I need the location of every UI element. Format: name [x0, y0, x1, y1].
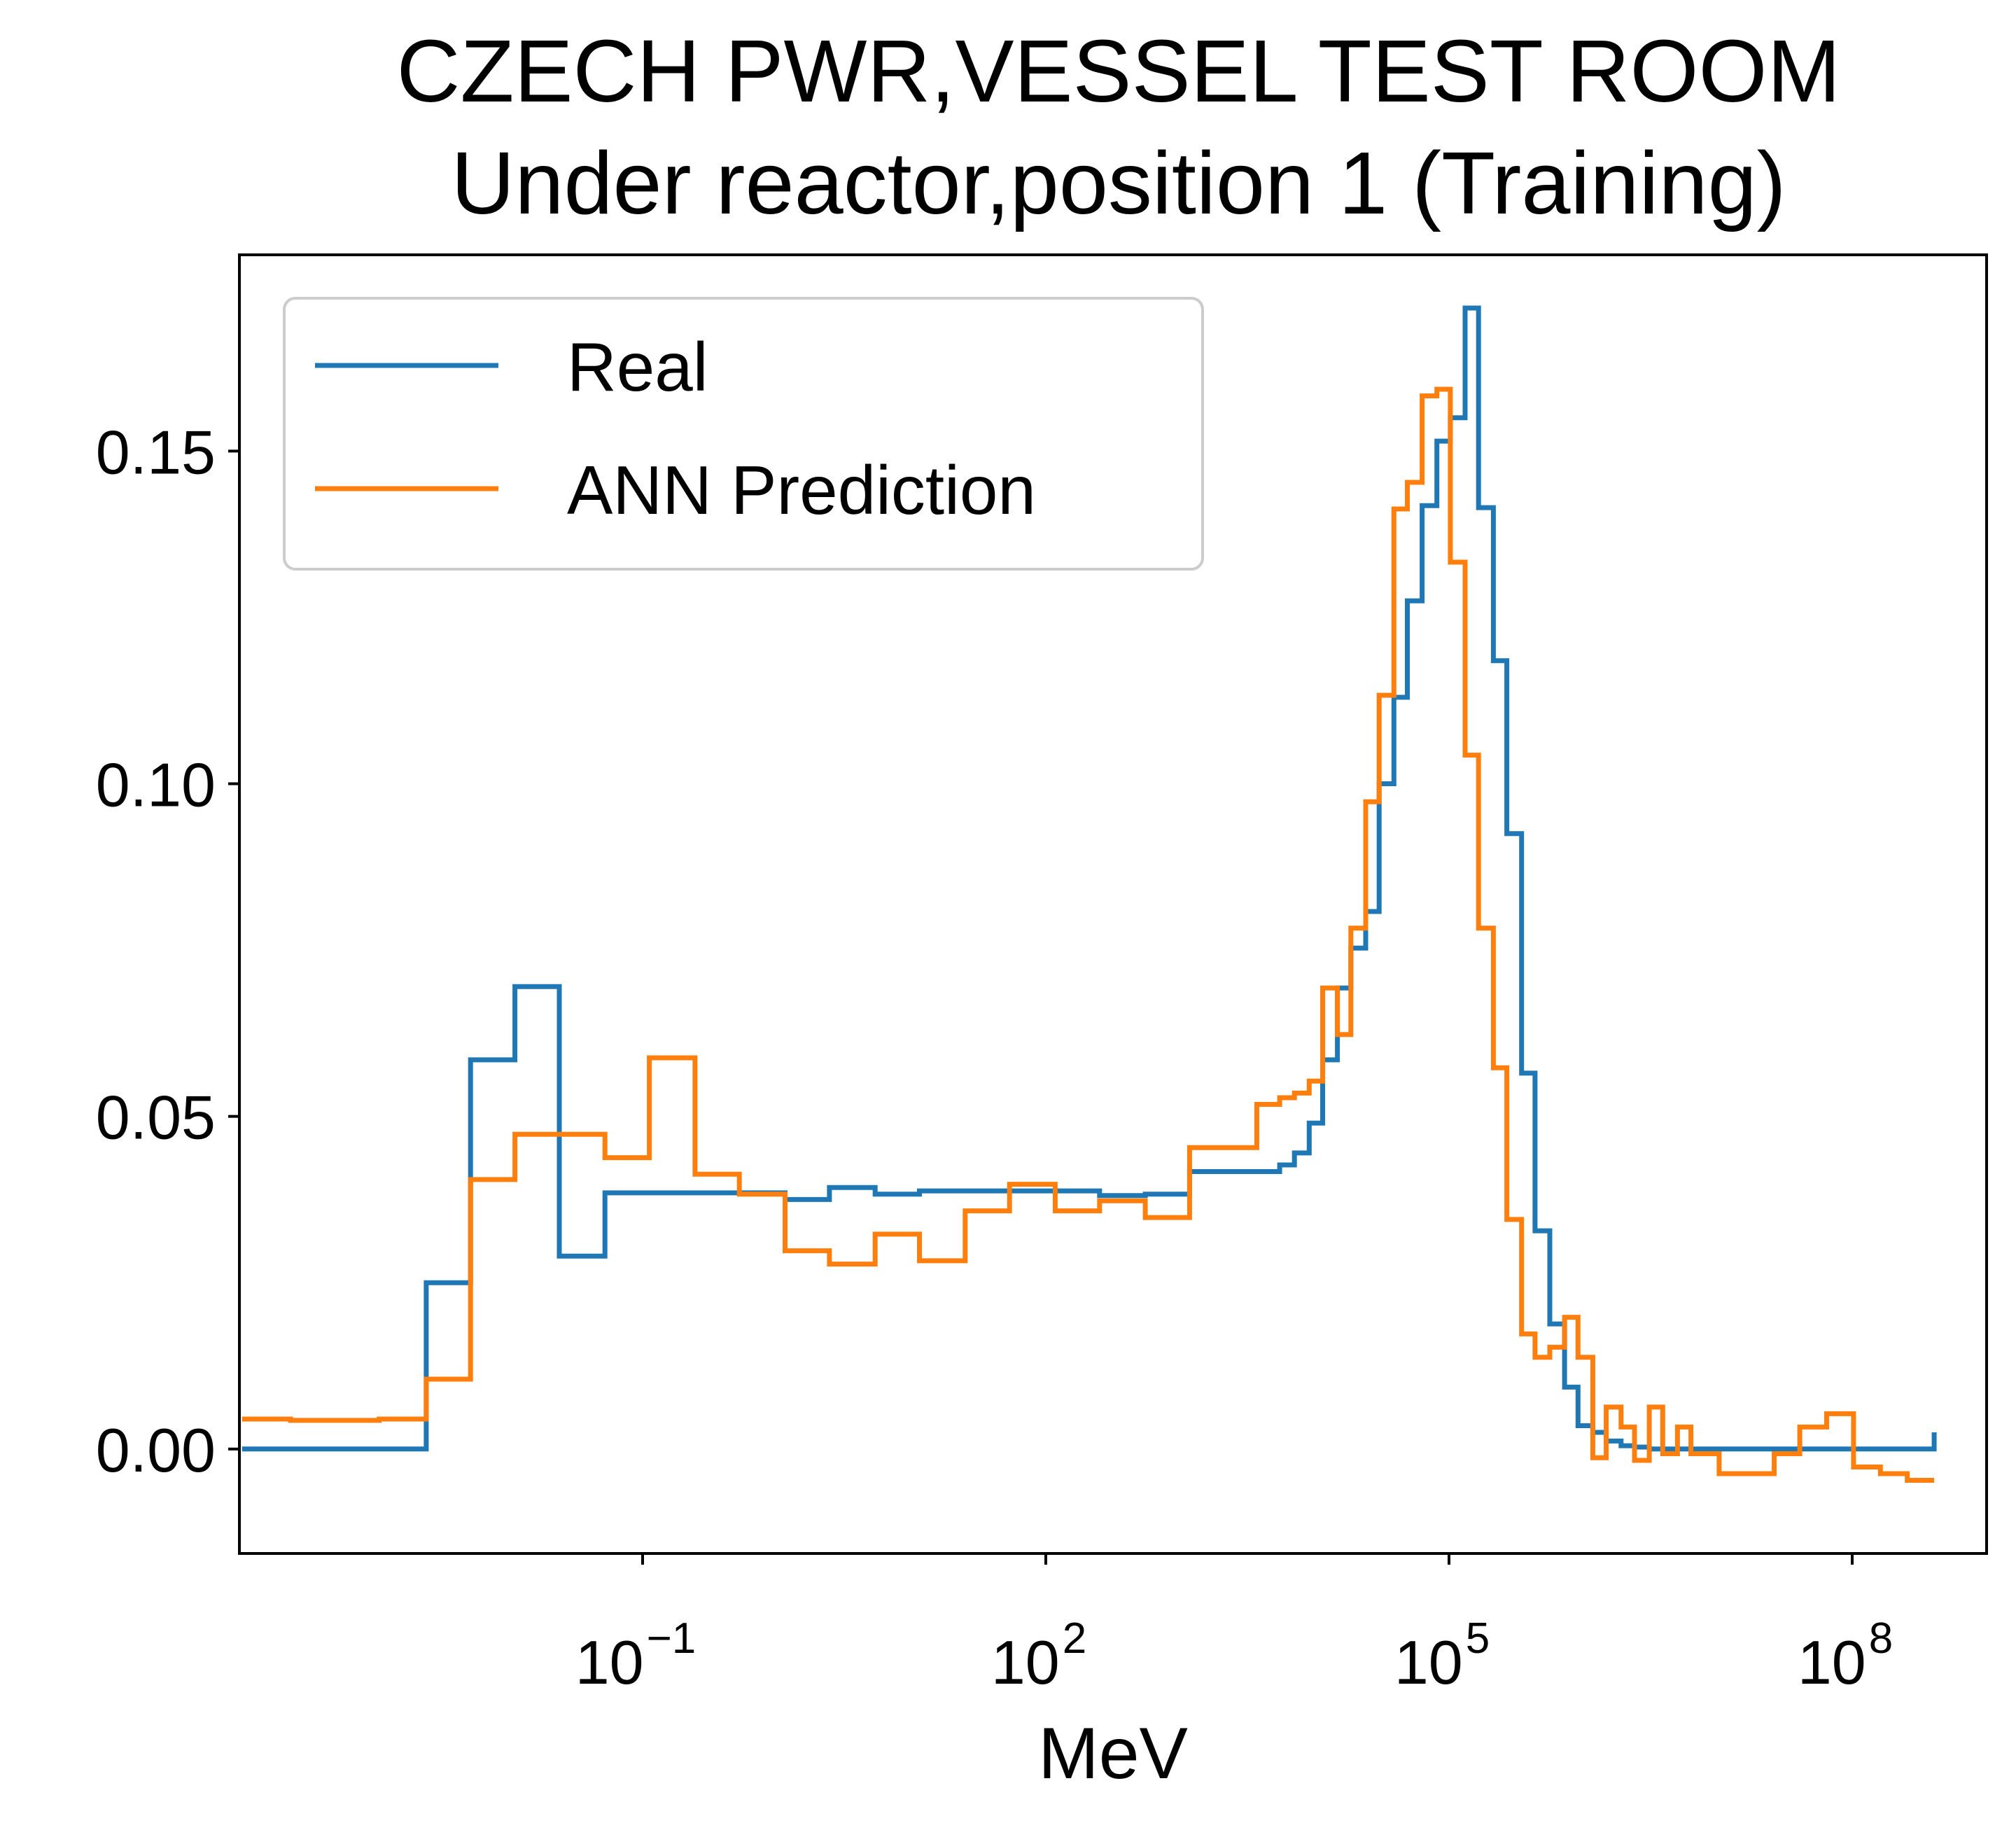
x-axis-label: MeV — [1038, 1713, 1188, 1794]
x-tick-base: 10 — [1394, 1628, 1463, 1697]
y-tick-label: 0.10 — [96, 750, 216, 819]
series-layer — [241, 305, 1937, 1483]
y-tick-label: 0.15 — [96, 417, 216, 487]
x-axis: 10−1 102 105 108 — [575, 1553, 1893, 1697]
legend-label-ann: ANN Prediction — [567, 452, 1036, 529]
chart-title: CZECH PWR,VESSEL TEST ROOM — [396, 22, 1840, 120]
legend: Real ANN Prediction — [283, 297, 1204, 571]
x-tick-exponent: 2 — [1063, 1614, 1086, 1663]
x-tick-label: 108 — [1798, 1614, 1893, 1697]
series-line-ann-prediction — [241, 386, 1935, 1483]
y-tick-label: 0.05 — [96, 1083, 216, 1152]
y-axis: 0.00 0.05 0.10 0.15 — [96, 417, 239, 1485]
x-tick-label: 105 — [1394, 1614, 1490, 1697]
legend-box — [283, 297, 1204, 571]
legend-label-real: Real — [567, 328, 708, 405]
x-tick-base: 10 — [1798, 1628, 1866, 1697]
x-tick-exponent: 8 — [1869, 1614, 1893, 1663]
x-tick-base: 10 — [991, 1628, 1060, 1697]
x-tick-exponent: 5 — [1466, 1614, 1490, 1663]
y-tick-label: 0.00 — [96, 1416, 216, 1485]
chart-subtitle: Under reactor,position 1 (Training) — [451, 134, 1786, 232]
x-tick-label: 102 — [991, 1614, 1086, 1697]
plot-frame — [238, 253, 1988, 1555]
x-tick-base: 10 — [575, 1628, 644, 1697]
x-tick-label: 10−1 — [575, 1614, 696, 1697]
x-tick-exponent: −1 — [647, 1614, 696, 1663]
